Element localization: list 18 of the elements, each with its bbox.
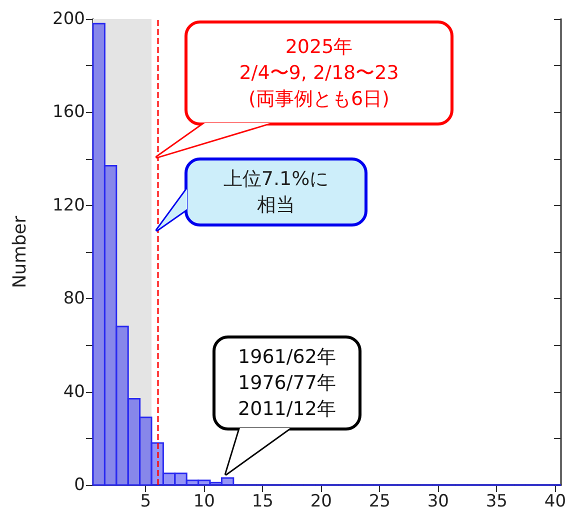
annotation: 上位7.1%に相当 bbox=[222, 167, 330, 218]
y-tick-label: 120 bbox=[52, 195, 85, 216]
x-tick-label: 10 bbox=[193, 492, 215, 512]
x-tick-label: 20 bbox=[310, 492, 332, 512]
annotation: 2025年 2/4〜9, 2/18〜23 (両事例とも6日) bbox=[238, 35, 400, 112]
y-tick-label: 0 bbox=[74, 475, 85, 495]
y-tick-label: 80 bbox=[63, 288, 85, 309]
x-tick-label: 5 bbox=[140, 492, 152, 512]
y-tick-label: 200 bbox=[52, 9, 85, 29]
x-tick-label: 30 bbox=[427, 492, 449, 512]
x-tick-label: 35 bbox=[486, 492, 508, 512]
x-tick-label: 15 bbox=[252, 492, 274, 512]
y-axis-title: Number bbox=[10, 215, 30, 288]
x-tick-label: 40 bbox=[544, 492, 566, 512]
x-tick-label: 25 bbox=[368, 492, 390, 512]
y-tick-label: 40 bbox=[63, 382, 85, 402]
y-tick-label: 160 bbox=[52, 102, 85, 122]
annotation: 1961/62年 1976/77年 2011/12年 bbox=[237, 345, 337, 422]
